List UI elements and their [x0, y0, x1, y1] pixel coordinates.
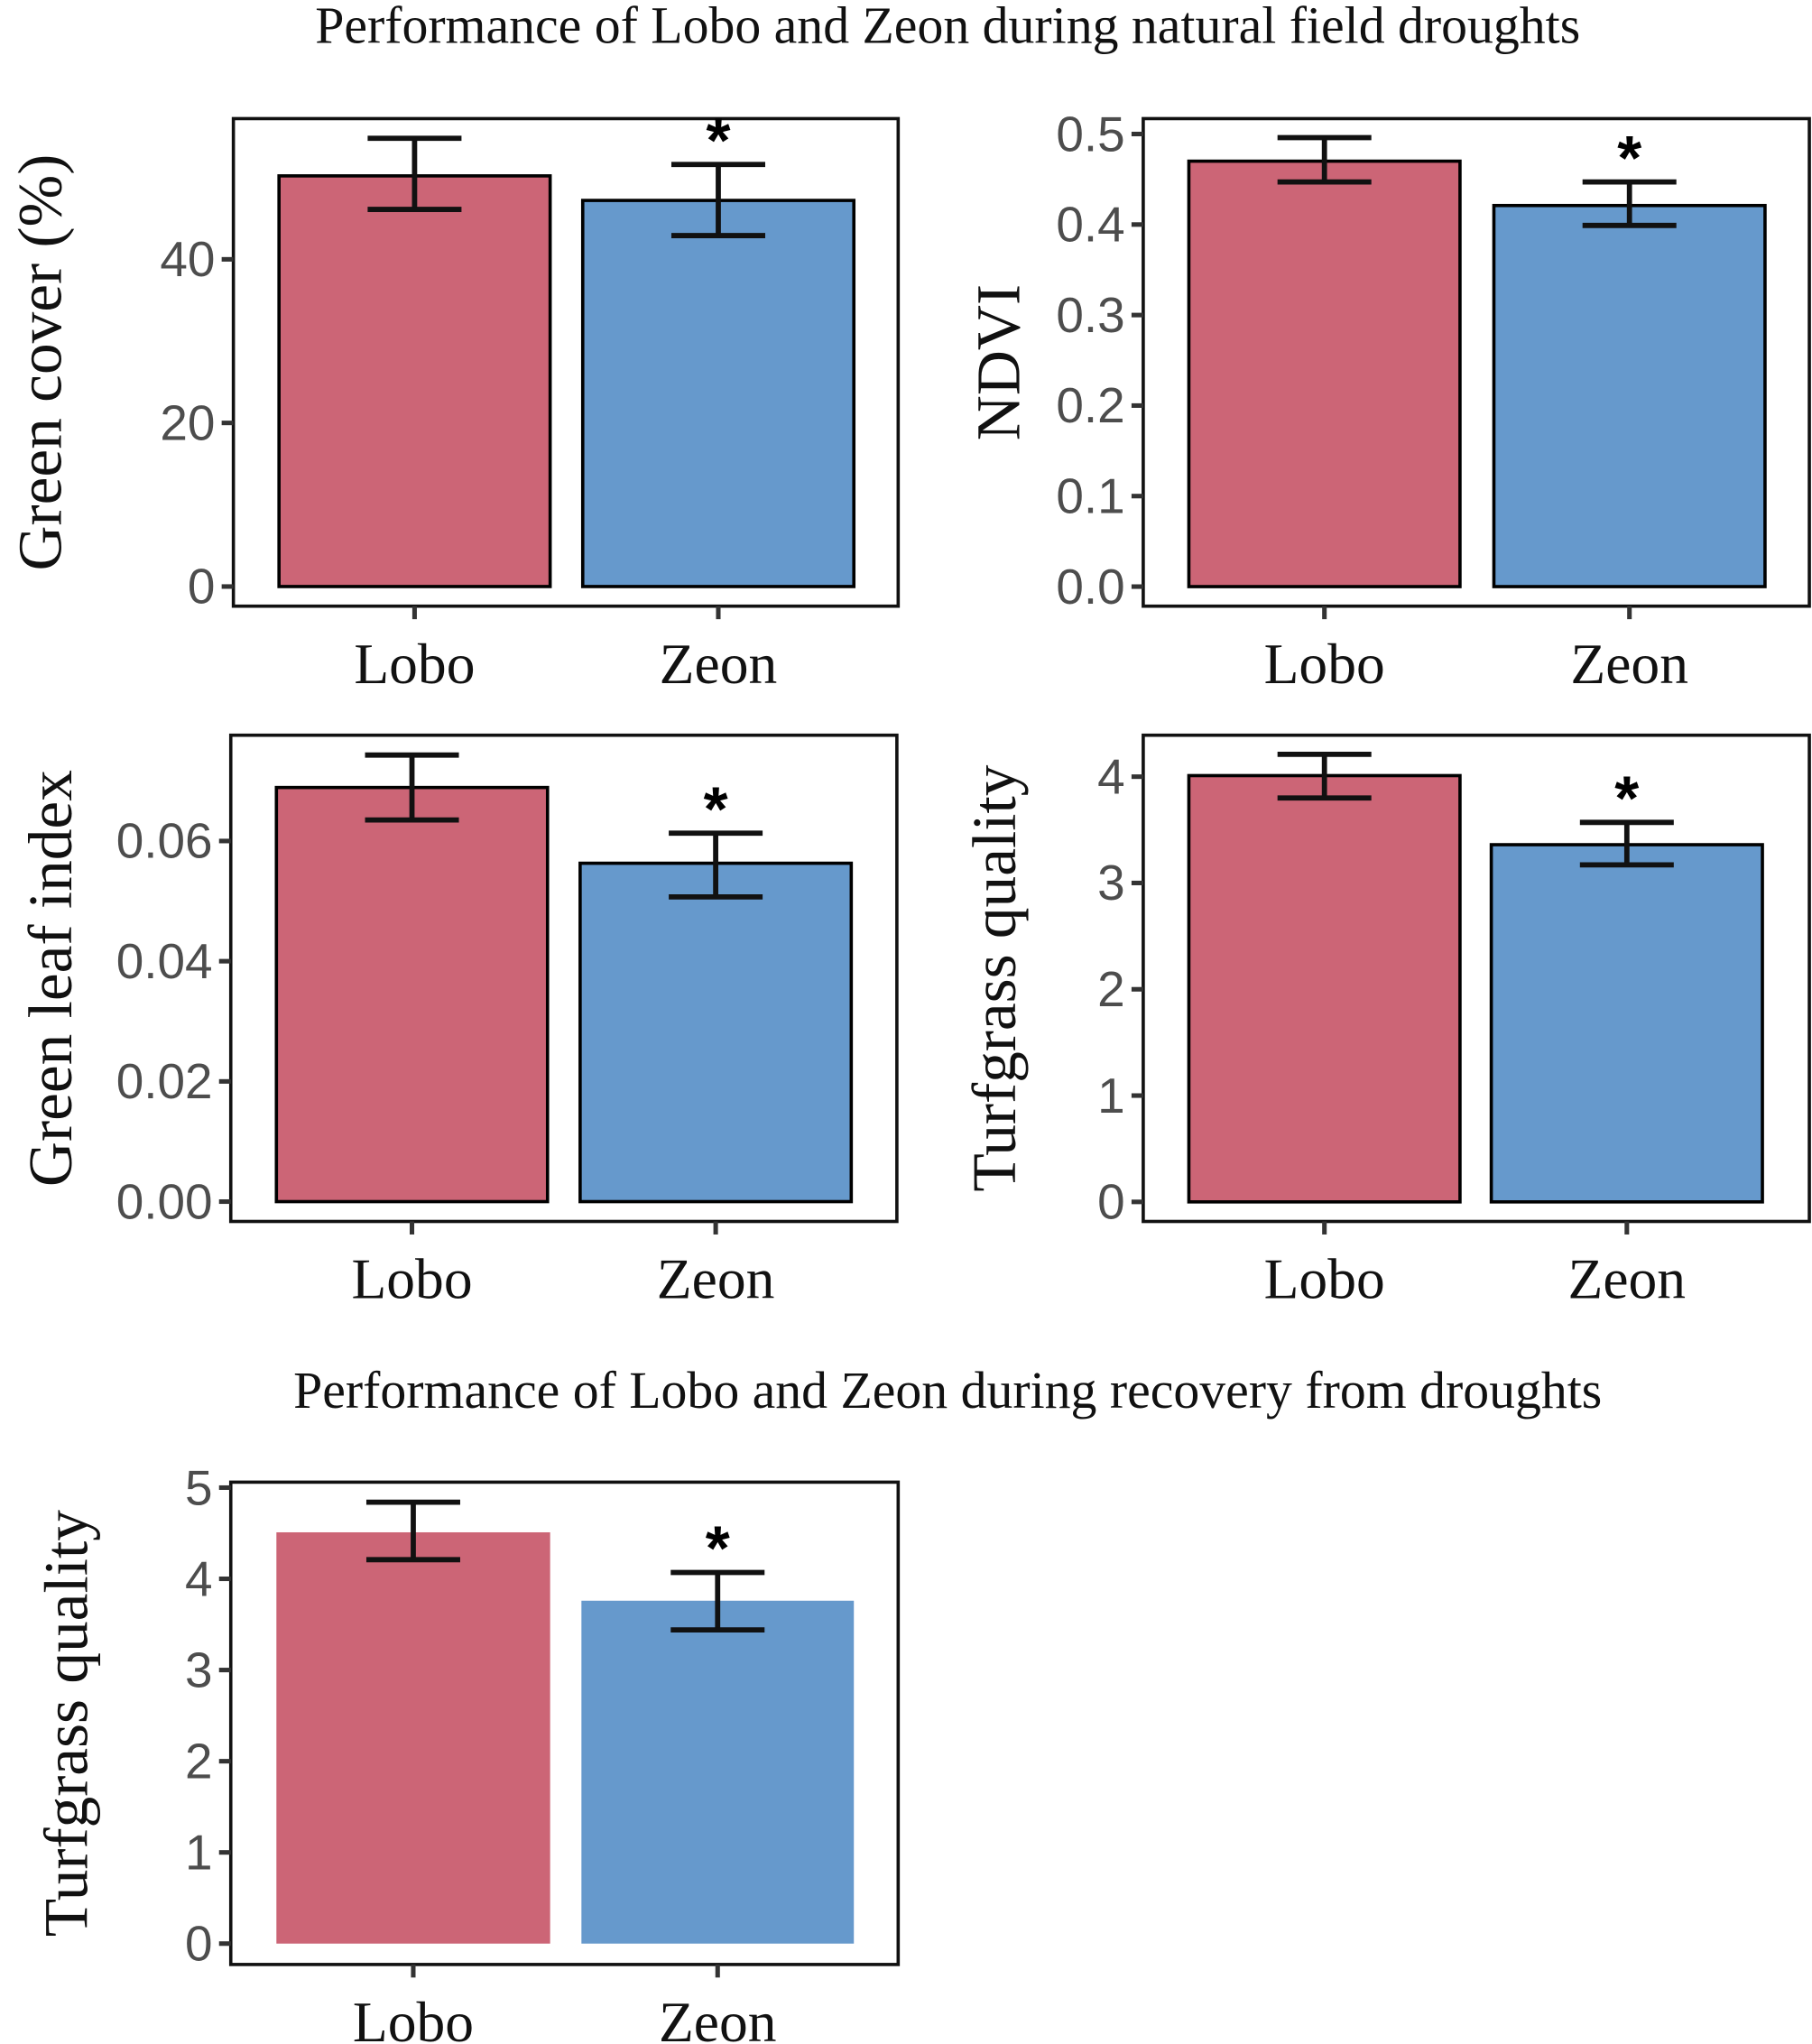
x-tick-label: Zeon — [657, 1247, 775, 1311]
x-tick-label: Lobo — [1264, 632, 1385, 696]
drought-section-title: Performance of Lobo and Zeon during natu… — [315, 0, 1580, 55]
chart-panel-1: 0 20 40 Green cover (%) Lobo * Zeon — [5, 105, 901, 696]
significance-marker: * — [1617, 123, 1641, 193]
y-tick-label: 3 — [1097, 855, 1125, 911]
x-tick-label: Zeon — [1570, 632, 1688, 696]
bar-lobo — [276, 1531, 550, 1944]
bar-zeon — [581, 1600, 855, 1944]
y-axis-label: NDVI — [963, 284, 1032, 440]
error-bar-zeon — [669, 830, 763, 900]
error-bar-lobo — [365, 752, 459, 823]
y-tick-label: 0.3 — [1056, 287, 1124, 343]
y-tick-label: 5 — [185, 1459, 213, 1515]
chart-panel-5: 0 1 2 3 4 5 Turfgrass quality Lobo * Zeon — [32, 1459, 901, 2044]
recovery-section-title: Performance of Lobo and Zeon during reco… — [293, 1363, 1602, 1420]
error-bar-zeon — [1582, 179, 1677, 228]
x-tick-label: Zeon — [660, 632, 778, 696]
significance-marker: * — [1614, 763, 1639, 833]
bar-lobo — [1187, 773, 1462, 1204]
y-tick-label: 1 — [1097, 1068, 1125, 1124]
y-tick-label: 3 — [185, 1642, 213, 1697]
y-tick-label: 20 — [160, 394, 215, 450]
y-tick-label: 0.4 — [1056, 197, 1124, 253]
y-tick-label: 0 — [1097, 1174, 1125, 1230]
y-tick-label: 4 — [185, 1550, 213, 1606]
error-bar-zeon — [1579, 819, 1674, 868]
y-axis-label: Green leaf index — [15, 770, 85, 1187]
y-tick-label: 0 — [188, 559, 216, 615]
y-tick-label: 0.5 — [1056, 106, 1124, 162]
error-bar-zeon — [670, 1569, 765, 1633]
y-tick-label: 4 — [1097, 748, 1125, 804]
bar-lobo — [277, 174, 552, 588]
y-axis-label: Turfgrass quality — [32, 1510, 101, 1937]
y-tick-label: 0.02 — [116, 1053, 213, 1109]
y-tick-label: 0.1 — [1056, 468, 1124, 524]
y-tick-label: 0.06 — [116, 813, 213, 869]
y-tick-label: 1 — [185, 1824, 213, 1880]
error-bar-zeon — [670, 162, 765, 238]
error-bar-lobo — [1277, 752, 1372, 801]
x-tick-label: Lobo — [351, 1247, 472, 1311]
chart-panel-3: 0.00 0.02 0.04 0.06 Green leaf index Lobo * Zeo… — [15, 733, 899, 1311]
chart-panel-4: 0 1 2 3 4 Turfgrass quality Lobo * Zeon — [959, 733, 1811, 1311]
bar-zeon — [1492, 203, 1767, 588]
y-tick-label: 0.2 — [1056, 377, 1124, 433]
y-axis-label: Green cover (%) — [5, 154, 75, 571]
x-tick-label: Lobo — [1264, 1247, 1385, 1311]
error-bar-lobo — [365, 1499, 460, 1563]
x-tick-label: Zeon — [659, 1990, 777, 2044]
y-tick-label: 2 — [185, 1733, 213, 1789]
significance-marker: * — [706, 105, 730, 175]
y-axis-label: Turfgrass quality — [959, 764, 1029, 1191]
bar-zeon — [578, 861, 854, 1204]
y-tick-label: 0.04 — [116, 933, 213, 989]
error-bar-lobo — [367, 135, 462, 212]
y-tick-label: 0.0 — [1056, 559, 1124, 615]
x-tick-label: Lobo — [353, 1990, 474, 2044]
bar-zeon — [580, 199, 856, 588]
y-tick-label: 2 — [1097, 961, 1125, 1017]
significance-marker: * — [704, 773, 728, 844]
bar-lobo — [1187, 159, 1462, 588]
y-tick-label: 0 — [185, 1916, 213, 1972]
bar-lobo — [274, 785, 550, 1204]
error-bar-lobo — [1277, 134, 1372, 185]
x-tick-label: Lobo — [354, 632, 475, 696]
x-tick-label: Zeon — [1568, 1247, 1687, 1311]
y-tick-label: 0.00 — [116, 1173, 213, 1229]
bar-zeon — [1489, 843, 1764, 1204]
chart-panel-2: 0.0 0.1 0.2 0.3 0.4 0.5 NDVI Lobo * Zeon — [963, 106, 1811, 696]
y-tick-label: 40 — [160, 231, 215, 287]
significance-marker: * — [706, 1513, 730, 1584]
